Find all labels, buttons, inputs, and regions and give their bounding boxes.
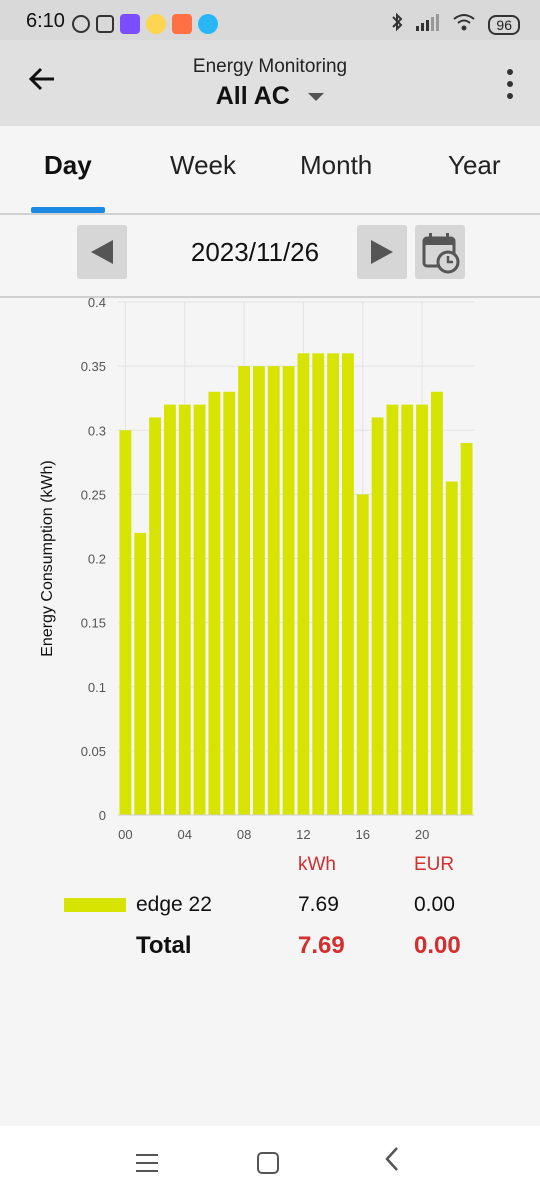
divider [0,296,540,298]
arrow-right-icon [371,240,393,264]
total-label: Total [136,932,192,959]
device-eur: 0.00 [414,893,455,916]
y-tick-label: 0.3 [88,423,106,438]
device-selector[interactable]: All AC [0,82,540,111]
bar-20 [416,404,428,815]
y-tick-label: 0.15 [81,616,106,631]
battery-icon: 96 [488,14,520,35]
y-tick-label: 0 [99,808,106,823]
x-tick-label: 16 [356,827,370,842]
bar-10 [267,366,280,815]
tab-indicator [31,207,105,213]
status-bar: 6:10 96 [0,0,540,40]
bluetooth-icon [390,12,404,37]
app-bar: Energy Monitoring All AC [0,40,540,126]
total-eur: 0.00 [414,932,461,959]
bar-11 [282,366,295,815]
x-tick-label: 04 [178,827,192,842]
bar-03 [164,404,176,815]
alarm-icon [72,15,90,33]
bar-12 [297,353,310,815]
bar-22 [445,481,458,815]
mail-icon [172,14,192,34]
bar-00 [119,430,132,815]
notification-icons [72,14,218,34]
signal-icon [416,13,440,36]
app-subtitle: Energy Monitoring [192,56,348,77]
bar-02 [149,417,161,815]
y-tick-label: 0.1 [88,680,106,695]
more-options-icon[interactable] [500,66,520,102]
energy-bar-chart: 0 0.05 0.1 0.15 0.2 0.25 0.3 0.35 0.4 00 04 08 12 16 2… [39,298,474,842]
home-icon[interactable] [257,1152,279,1174]
nfc-icon [96,15,114,33]
period-tabs: Day Week Month Year [0,126,540,214]
back-arrow-icon[interactable] [22,64,62,104]
divider [0,213,540,215]
legend-swatch [64,898,126,912]
total-kwh: 7.69 [298,932,345,959]
y-tick-label: 0.4 [88,298,106,310]
tab-day[interactable]: Day [44,150,92,180]
bar-17 [371,417,384,815]
x-tick-label: 20 [415,827,429,842]
system-icons: 96 [390,12,520,37]
bar-09 [253,366,265,815]
y-tick-label: 0.2 [88,552,106,567]
viber-icon [120,14,140,34]
current-date: 2023/11/26 [190,237,320,267]
arrow-left-icon [91,240,113,264]
bar-06 [208,391,221,815]
bar-08 [238,366,250,815]
device-kwh: 7.69 [298,893,339,916]
wifi-icon [452,13,476,36]
bar-19 [401,404,414,815]
clock: 6:10 [26,10,65,32]
bar-23 [460,443,473,815]
next-day-button[interactable] [357,225,407,279]
x-tick-label: 12 [296,827,310,842]
x-tick-label: 00 [118,827,132,842]
dropdown-caret-icon [308,92,325,101]
date-navigation: 2023/11/26 [0,215,540,297]
eur-column-header: EUR [414,854,455,875]
bar-15 [342,353,354,815]
tab-year[interactable]: Year [448,150,501,180]
back-icon[interactable] [382,1144,402,1182]
previous-day-button[interactable] [77,225,127,279]
tab-week[interactable]: Week [170,150,236,180]
system-navigation-bar [0,1126,540,1200]
telegram-icon [198,14,218,34]
calendar-button[interactable] [415,225,465,279]
bee-icon [146,14,166,34]
kwh-column-header: kWh [298,854,336,875]
bar-05 [193,404,206,815]
bar-16 [356,494,369,815]
bar-01 [134,532,147,815]
y-tick-label: 0.25 [81,487,106,502]
bar-21 [431,391,443,815]
tab-month[interactable]: Month [300,150,373,180]
page-title: All AC [215,82,290,110]
y-tick-label: 0.35 [81,359,106,374]
y-axis-label: Energy Consumption (kWh) [39,460,56,657]
x-tick-label: 08 [237,827,251,842]
bar-14 [327,353,339,815]
device-name: edge 22 [136,893,212,916]
bar-07 [223,391,236,815]
bar-18 [386,404,399,815]
bar-13 [312,353,325,815]
bar-04 [178,404,191,815]
calendar-clock-icon [422,233,460,274]
recent-apps-icon[interactable] [136,1154,158,1172]
y-tick-label: 0.05 [81,744,106,759]
